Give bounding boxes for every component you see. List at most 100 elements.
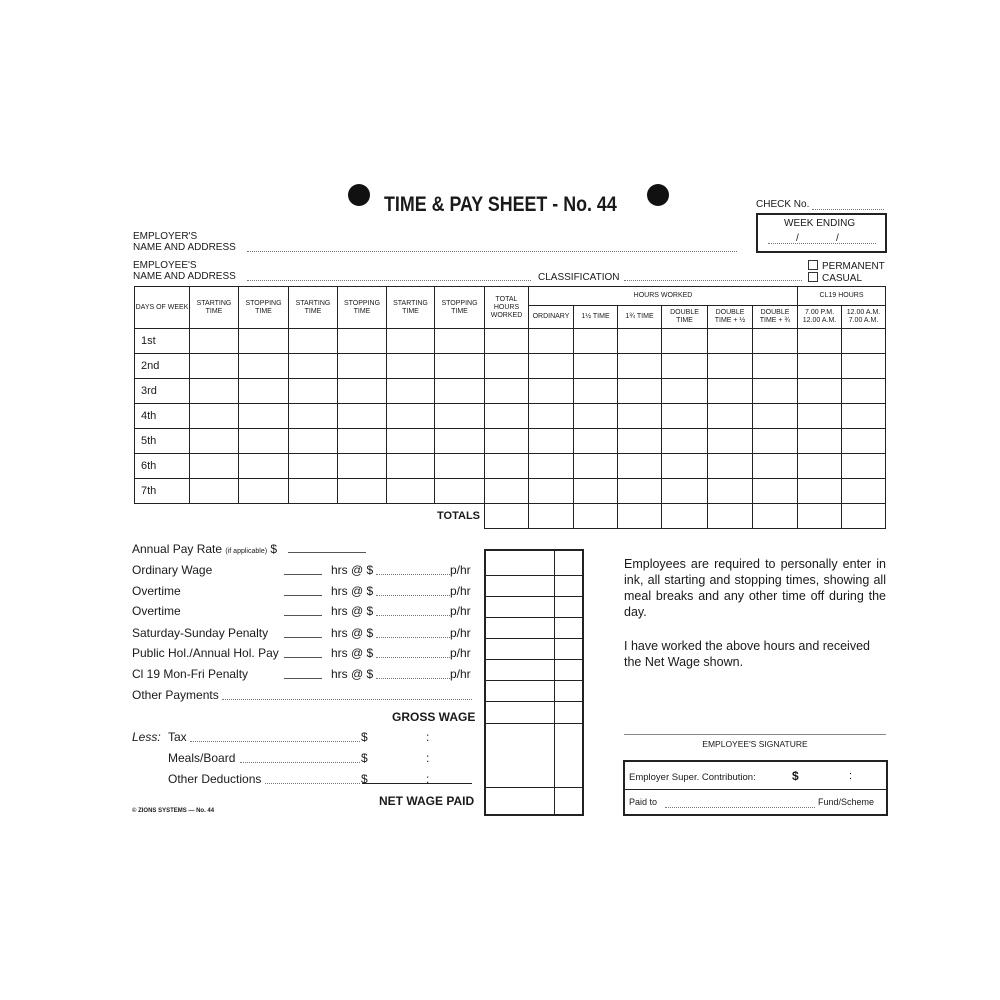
time-cell[interactable] [434, 478, 485, 504]
time-cell[interactable] [573, 428, 618, 454]
time-cell[interactable] [386, 328, 435, 354]
time-cell[interactable] [288, 378, 338, 404]
time-cell[interactable] [707, 378, 753, 404]
time-cell[interactable] [841, 403, 887, 429]
deduction-field[interactable] [240, 762, 360, 763]
time-cell[interactable] [751, 453, 799, 479]
time-cell[interactable] [573, 478, 618, 504]
time-cell[interactable] [238, 478, 289, 504]
rate-field[interactable] [376, 574, 450, 575]
week-ending-field[interactable] [768, 243, 876, 244]
time-cell[interactable] [797, 453, 843, 479]
time-cell[interactable] [573, 403, 618, 429]
time-cell[interactable] [707, 478, 753, 504]
time-cell[interactable] [337, 378, 387, 404]
time-cell[interactable] [707, 353, 753, 379]
time-cell[interactable] [434, 428, 485, 454]
total-cell[interactable] [484, 503, 529, 529]
time-cell[interactable] [434, 378, 485, 404]
time-cell[interactable] [617, 403, 662, 429]
time-cell[interactable] [661, 453, 708, 479]
time-cell[interactable] [841, 353, 887, 379]
time-cell[interactable] [751, 403, 799, 429]
time-cell[interactable] [751, 353, 799, 379]
paid-to-field[interactable] [665, 807, 815, 808]
total-cell[interactable] [841, 503, 887, 529]
time-cell[interactable] [573, 353, 618, 379]
time-cell[interactable] [797, 478, 843, 504]
time-cell[interactable] [238, 453, 289, 479]
employer-field[interactable] [247, 251, 737, 252]
time-cell[interactable] [238, 403, 289, 429]
time-cell[interactable] [238, 378, 289, 404]
time-cell[interactable] [751, 378, 799, 404]
rate-field[interactable] [376, 678, 450, 679]
time-cell[interactable] [238, 328, 289, 354]
time-cell[interactable] [707, 453, 753, 479]
time-cell[interactable] [528, 428, 574, 454]
time-cell[interactable] [661, 328, 708, 354]
hours-field[interactable] [284, 637, 322, 638]
time-cell[interactable] [617, 478, 662, 504]
time-cell[interactable] [386, 453, 435, 479]
time-cell[interactable] [337, 403, 387, 429]
time-cell[interactable] [661, 378, 708, 404]
rate-field[interactable] [376, 615, 450, 616]
employee-field[interactable] [247, 280, 531, 281]
time-cell[interactable] [288, 428, 338, 454]
time-cell[interactable] [528, 378, 574, 404]
time-cell[interactable] [337, 478, 387, 504]
time-cell[interactable] [484, 428, 529, 454]
time-cell[interactable] [434, 328, 485, 354]
time-cell[interactable] [484, 353, 529, 379]
time-cell[interactable] [797, 353, 843, 379]
checkbox-icon[interactable] [808, 272, 818, 282]
time-cell[interactable] [528, 403, 574, 429]
time-cell[interactable] [484, 378, 529, 404]
time-cell[interactable] [661, 478, 708, 504]
classification-field[interactable] [624, 280, 802, 281]
time-cell[interactable] [337, 428, 387, 454]
super-contribution-box[interactable]: Employer Super. Contribution: $ : Paid t… [623, 760, 888, 816]
time-cell[interactable] [573, 378, 618, 404]
total-cell[interactable] [707, 503, 753, 529]
week-ending-box[interactable]: WEEK ENDING / / [756, 213, 887, 253]
hours-field[interactable] [284, 595, 322, 596]
time-cell[interactable] [573, 328, 618, 354]
time-cell[interactable] [189, 378, 239, 404]
time-cell[interactable] [797, 328, 843, 354]
time-cell[interactable] [841, 428, 887, 454]
time-cell[interactable] [288, 328, 338, 354]
time-cell[interactable] [573, 453, 618, 479]
time-cell[interactable] [189, 403, 239, 429]
time-cell[interactable] [484, 328, 529, 354]
permanent-checkbox[interactable]: PERMANENT [808, 260, 885, 272]
total-cell[interactable] [661, 503, 708, 529]
checkbox-icon[interactable] [808, 260, 818, 270]
time-cell[interactable] [386, 403, 435, 429]
time-cell[interactable] [661, 353, 708, 379]
casual-checkbox[interactable]: CASUAL [808, 272, 862, 284]
pay-amount-box[interactable] [484, 549, 584, 816]
time-cell[interactable] [484, 478, 529, 504]
time-cell[interactable] [528, 353, 574, 379]
time-cell[interactable] [189, 453, 239, 479]
time-cell[interactable] [617, 328, 662, 354]
time-cell[interactable] [707, 403, 753, 429]
other-payments-field[interactable] [222, 699, 472, 700]
time-cell[interactable] [288, 478, 338, 504]
time-cell[interactable] [751, 478, 799, 504]
total-cell[interactable] [573, 503, 618, 529]
time-cell[interactable] [386, 378, 435, 404]
signature-field[interactable] [624, 734, 886, 735]
time-cell[interactable] [617, 453, 662, 479]
rate-field[interactable] [376, 657, 450, 658]
hours-field[interactable] [284, 574, 322, 575]
time-cell[interactable] [189, 428, 239, 454]
time-cell[interactable] [337, 453, 387, 479]
annual-pay-rate-field[interactable] [288, 552, 366, 553]
time-cell[interactable] [797, 403, 843, 429]
time-cell[interactable] [661, 428, 708, 454]
time-cell[interactable] [797, 428, 843, 454]
hours-field[interactable] [284, 678, 322, 679]
